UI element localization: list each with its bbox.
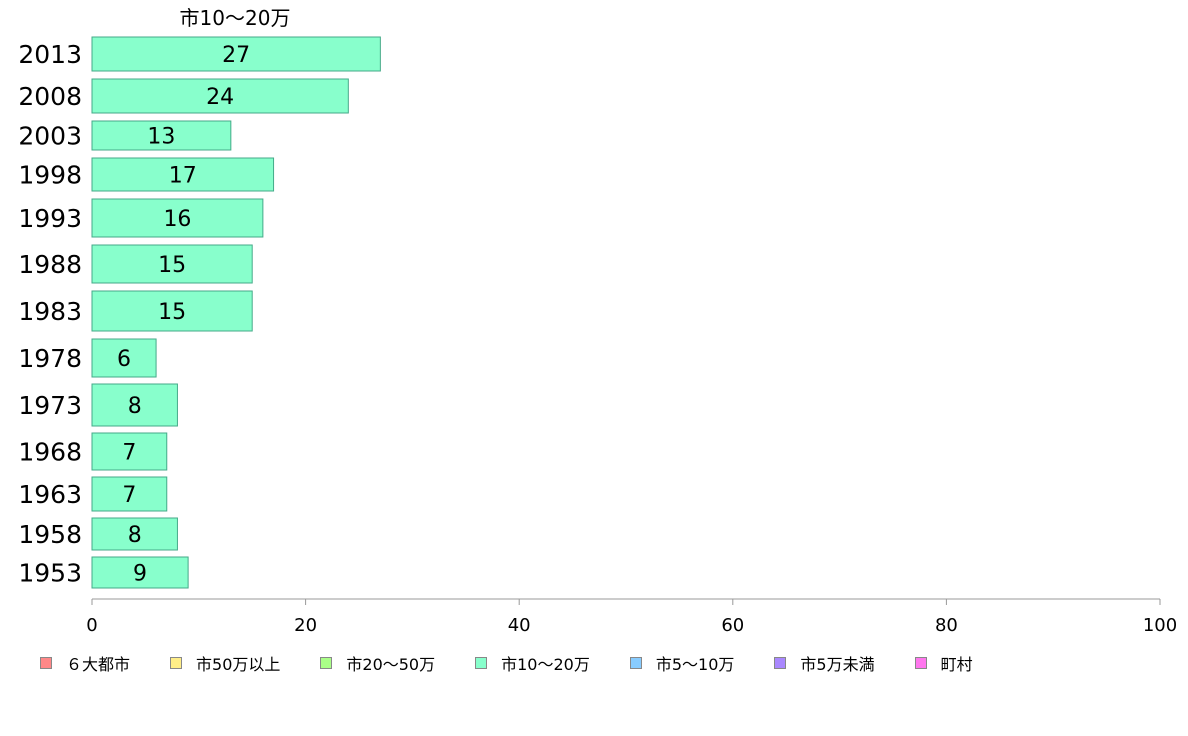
category-label-1953: 1953 bbox=[18, 559, 82, 588]
category-label-1978: 1978 bbox=[18, 344, 82, 373]
bar-value-label: 9 bbox=[133, 562, 147, 587]
legend-swatch bbox=[914, 657, 927, 669]
category-label-1963: 1963 bbox=[18, 480, 82, 509]
bar-chart-svg: 市10〜20万 27201324200813200317199816199315… bbox=[18, 6, 1177, 636]
legend-label: 町村 bbox=[940, 655, 973, 674]
x-tick-label: 40 bbox=[508, 615, 531, 636]
category-label-1958: 1958 bbox=[18, 520, 82, 549]
x-tick-label: 100 bbox=[1143, 615, 1177, 636]
bar-1968 bbox=[91, 432, 168, 471]
category-label-1968: 1968 bbox=[18, 438, 82, 467]
category-label-1983: 1983 bbox=[18, 297, 82, 326]
legend-label: 市50万以上 bbox=[196, 655, 281, 674]
bar-value-label: 7 bbox=[122, 441, 136, 466]
bar-2003 bbox=[91, 120, 232, 151]
legend-swatch bbox=[320, 657, 333, 669]
legend-label: ６大都市 bbox=[66, 655, 131, 674]
bar-1983 bbox=[91, 290, 253, 332]
bar-value-label: 15 bbox=[158, 253, 186, 278]
bar-value-label: 17 bbox=[169, 164, 197, 189]
x-tick-label: 0 bbox=[86, 615, 97, 636]
category-label-1998: 1998 bbox=[18, 161, 82, 190]
legend-item: ６大都市 bbox=[40, 651, 130, 675]
bar-value-label: 13 bbox=[147, 125, 175, 150]
bar-value-label: 27 bbox=[222, 43, 250, 68]
legend-item: 町村 bbox=[914, 651, 973, 675]
bar-value-label: 7 bbox=[122, 483, 136, 508]
legend-label: 市10〜20万 bbox=[501, 655, 590, 674]
legend-item: 市50万以上 bbox=[170, 651, 280, 675]
bar-value-label: 15 bbox=[158, 300, 186, 325]
category-label-2008: 2008 bbox=[18, 82, 82, 111]
bar-value-label: 16 bbox=[163, 207, 191, 232]
bar-value-label: 24 bbox=[206, 85, 234, 110]
x-tick-label: 60 bbox=[721, 615, 744, 636]
legend-item: 市10〜20万 bbox=[475, 651, 590, 675]
legend-swatch bbox=[40, 657, 52, 669]
category-label-1988: 1988 bbox=[18, 250, 82, 279]
bar-1978 bbox=[91, 338, 157, 378]
bar-1958 bbox=[91, 517, 178, 551]
bar-2008 bbox=[91, 78, 349, 114]
bar-1988 bbox=[91, 244, 253, 284]
legend-item: 市5〜10万 bbox=[629, 651, 735, 675]
bar-value-label: 6 bbox=[117, 347, 131, 372]
legend-swatch bbox=[629, 657, 642, 669]
legend-swatch bbox=[774, 657, 787, 669]
bar-value-label: 8 bbox=[128, 523, 142, 548]
bar-1973 bbox=[91, 383, 178, 427]
bar-1993 bbox=[91, 198, 264, 238]
legend-swatch bbox=[170, 657, 183, 669]
x-axis: 0 20 40 60 80 100 bbox=[86, 598, 1177, 636]
category-label-2013: 2013 bbox=[18, 40, 82, 69]
legend-label: 市5万未満 bbox=[800, 655, 875, 674]
legend: ６大都市 市50万以上 市20〜50万 市10〜20万 市5〜10万 市5万未満 町村 bbox=[40, 652, 1013, 674]
bars-group: 27 2013 24 2008 13 2003 17 1998 16 1993 15 1988 15 19… bbox=[18, 36, 381, 589]
x-tick-label: 80 bbox=[935, 615, 958, 636]
legend-item: 市5万未満 bbox=[774, 651, 875, 675]
legend-label: 市5〜10万 bbox=[655, 655, 735, 674]
bar-1953 bbox=[91, 556, 189, 589]
chart-title: 市10〜20万 bbox=[180, 6, 291, 30]
x-tick-label: 20 bbox=[294, 615, 317, 636]
bar-1998 bbox=[91, 157, 275, 192]
bar-value-label: 8 bbox=[128, 394, 142, 419]
category-label-2003: 2003 bbox=[18, 122, 82, 151]
legend-swatch bbox=[475, 657, 488, 669]
bar-1963 bbox=[91, 476, 168, 512]
legend-label: 市20〜50万 bbox=[346, 655, 436, 674]
category-label-1993: 1993 bbox=[18, 204, 82, 233]
bar-2013 bbox=[91, 36, 381, 72]
category-label-1973: 1973 bbox=[18, 391, 82, 420]
legend-item: 市20〜50万 bbox=[320, 651, 435, 675]
